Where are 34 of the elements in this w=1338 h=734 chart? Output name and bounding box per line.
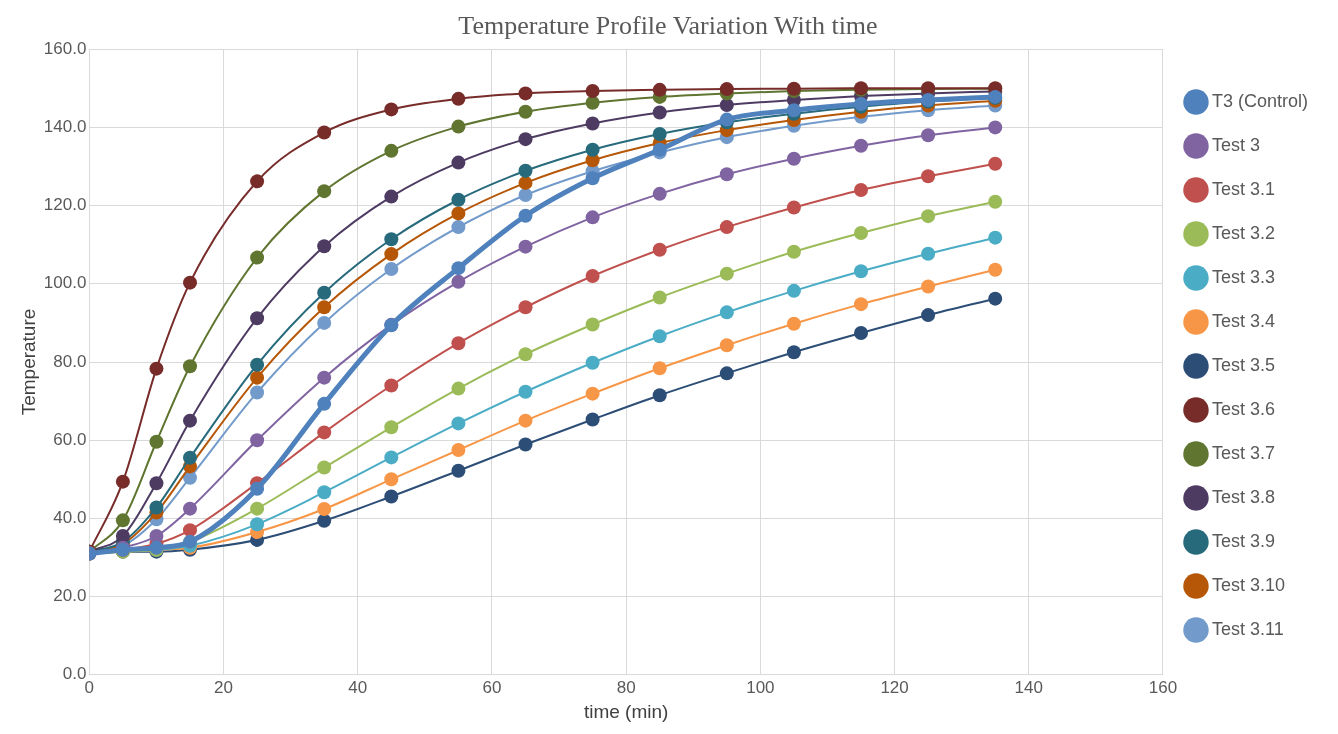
x-tick-label: 140 xyxy=(1014,677,1043,697)
x-tick-label: 120 xyxy=(880,677,909,697)
legend-label: Test 3.11 xyxy=(1211,618,1284,639)
legend-label: Test 3.1 xyxy=(1211,178,1276,199)
legend-label: T3 (Control) xyxy=(1211,90,1309,111)
y-tick-label: 0.0 xyxy=(62,664,87,684)
legend-label: Test 3.5 xyxy=(1211,354,1276,375)
x-axis-title: time (min) xyxy=(583,700,669,722)
chart-title: Temperature Profile Variation With time xyxy=(458,11,878,41)
y-tick-label: 120.0 xyxy=(43,195,87,215)
legend-label: Test 3 xyxy=(1211,134,1261,155)
legend-label: Test 3.9 xyxy=(1211,530,1276,551)
x-tick-label: 100 xyxy=(746,677,775,697)
legend-label: Test 3.6 xyxy=(1211,398,1276,419)
legend-label: Test 3.10 xyxy=(1211,574,1286,595)
y-axis-title: Temperature xyxy=(17,308,39,416)
x-tick-label: 40 xyxy=(348,677,368,697)
y-tick-label: 100.0 xyxy=(43,273,87,293)
x-tick-label: 20 xyxy=(214,677,234,697)
x-tick-label: 160 xyxy=(1148,677,1178,697)
y-tick-label: 80.0 xyxy=(53,351,87,371)
y-tick-label: 160.0 xyxy=(43,38,87,58)
y-tick-label: 140.0 xyxy=(43,117,87,137)
legend-label: Test 3.7 xyxy=(1211,442,1276,463)
x-tick-label: 80 xyxy=(616,677,636,697)
legend-label: Test 3.4 xyxy=(1211,310,1276,331)
y-tick-label: 40.0 xyxy=(53,508,87,528)
x-tick-label: 60 xyxy=(482,677,502,697)
legend-label: Test 3.3 xyxy=(1211,266,1276,287)
y-tick-label: 60.0 xyxy=(53,429,87,449)
y-tick-label: 20.0 xyxy=(53,586,87,606)
legend-label: Test 3.2 xyxy=(1211,222,1276,243)
legend-label: Test 3.8 xyxy=(1211,486,1276,507)
x-tick-label: 0 xyxy=(84,677,95,697)
